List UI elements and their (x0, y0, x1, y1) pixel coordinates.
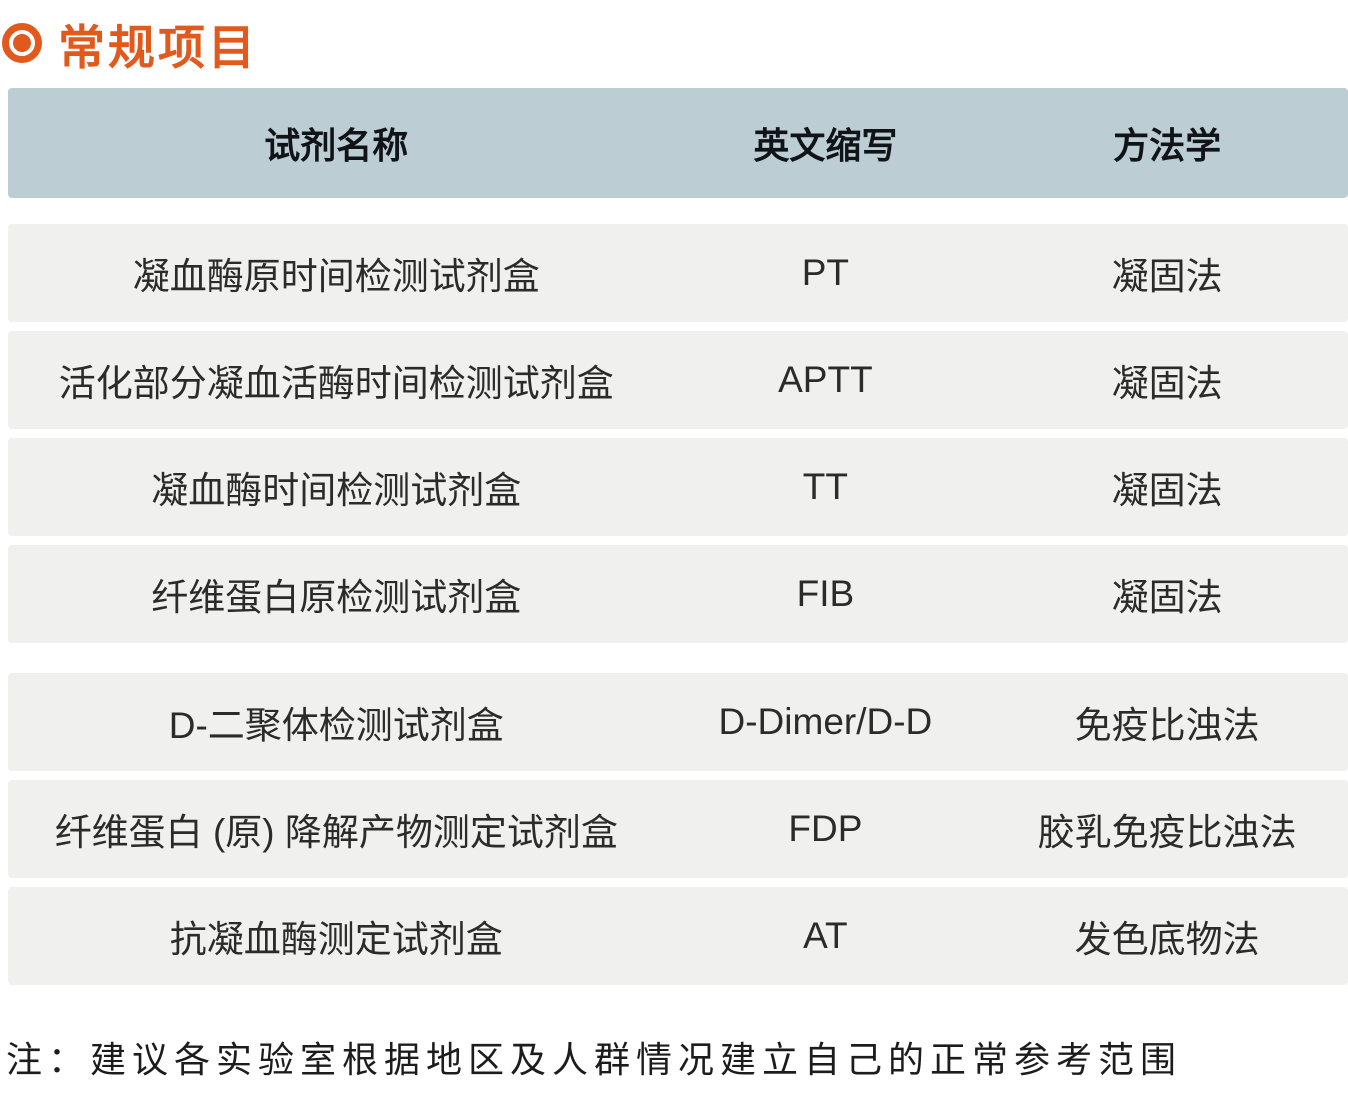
reagent-name-cell: 抗凝血酶测定试剂盒 (169, 919, 503, 960)
methodology-cell: 凝固法 (1111, 577, 1223, 618)
abbreviation-cell: AT (803, 915, 848, 956)
section-title: 常规项目 (0, 0, 1348, 76)
abbreviation-cell: FDP (788, 808, 863, 849)
column-header-abbreviation: 英文缩写 (753, 125, 898, 166)
table-row: 纤维蛋白原检测试剂盒 FIB 凝固法 (8, 545, 1348, 643)
column-header-methodology: 方法学 (1113, 125, 1222, 166)
table-row: D-二聚体检测试剂盒 D-Dimer/D-D 免疫比浊法 (8, 673, 1348, 771)
methodology-cell: 免疫比浊法 (1074, 705, 1260, 746)
abbreviation-cell: D-Dimer/D-D (718, 701, 933, 742)
table-row: 凝血酶原时间检测试剂盒 PT 凝固法 (8, 224, 1348, 322)
page-title: 常规项目 (58, 20, 258, 74)
reagent-name-cell: 凝血酶原时间检测试剂盒 (132, 256, 540, 297)
methodology-cell: 凝固法 (1111, 256, 1223, 297)
footnote: 注：建议各实验室根据地区及人群情况建立自己的正常参考范围 (6, 1040, 1183, 1080)
reagent-name-cell: 纤维蛋白 (原) 降解产物测定试剂盒 (54, 812, 618, 853)
reagent-name-cell: D-二聚体检测试剂盒 (168, 705, 504, 746)
abbreviation-cell: PT (801, 252, 850, 293)
methodology-cell: 凝固法 (1111, 363, 1223, 404)
table-row: 凝血酶时间检测试剂盒 TT 凝固法 (8, 438, 1348, 536)
abbreviation-cell: TT (802, 466, 848, 507)
methodology-cell: 发色底物法 (1074, 919, 1260, 960)
table-header-row: 试剂名称 英文缩写 方法学 (8, 88, 1348, 198)
reagent-name-cell: 凝血酶时间检测试剂盒 (151, 470, 522, 511)
table-row: 活化部分凝血活酶时间检测试剂盒 APTT 凝固法 (8, 331, 1348, 429)
table-row: 纤维蛋白 (原) 降解产物测定试剂盒 FDP 胶乳免疫比浊法 (8, 780, 1348, 878)
table-row: 抗凝血酶测定试剂盒 AT 发色底物法 (8, 887, 1348, 985)
reagent-name-cell: 纤维蛋白原检测试剂盒 (151, 577, 522, 618)
abbreviation-cell: FIB (796, 573, 855, 614)
reagent-name-cell: 活化部分凝血活酶时间检测试剂盒 (58, 363, 614, 404)
table-group-clotting-assays: 凝血酶原时间检测试剂盒 PT 凝固法 活化部分凝血活酶时间检测试剂盒 APTT … (8, 224, 1348, 643)
methodology-cell: 凝固法 (1111, 470, 1223, 511)
methodology-cell: 胶乳免疫比浊法 (1037, 812, 1297, 853)
bullseye-icon (2, 23, 42, 63)
reagent-table: 试剂名称 英文缩写 方法学 凝血酶原时间检测试剂盒 PT 凝固法 活化部分凝血活… (8, 88, 1348, 985)
abbreviation-cell: APTT (778, 359, 873, 400)
column-header-reagent-name: 试剂名称 (264, 125, 409, 166)
table-group-immuno-assays: D-二聚体检测试剂盒 D-Dimer/D-D 免疫比浊法 纤维蛋白 (原) 降解… (8, 673, 1348, 985)
